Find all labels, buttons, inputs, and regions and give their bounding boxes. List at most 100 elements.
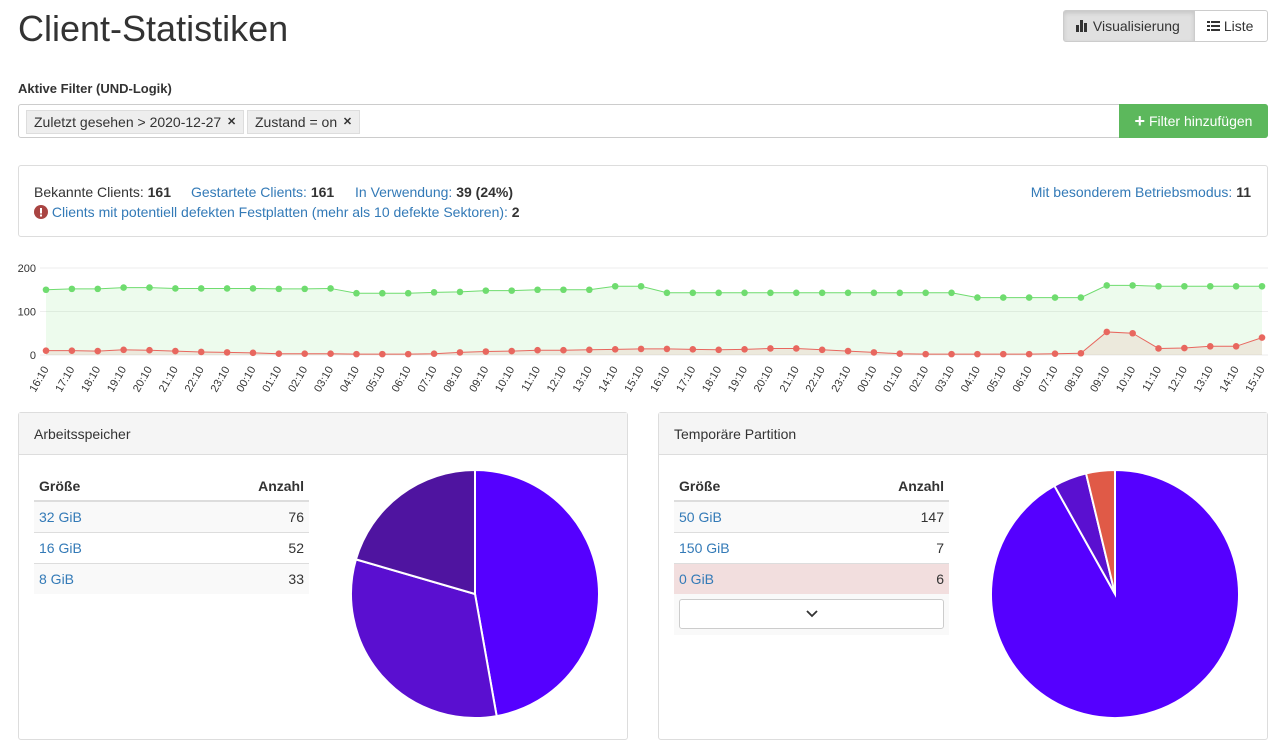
data-point [844, 347, 852, 355]
data-point [896, 350, 904, 357]
stat-link[interactable]: Clients mit potentiell defekten Festplat… [51, 204, 508, 220]
data-point [767, 289, 774, 297]
x-tick-label: 00:10 [234, 365, 258, 395]
data-point [586, 346, 593, 354]
stat-link[interactable]: In Verwendung: [355, 184, 453, 200]
data-point [792, 289, 800, 297]
data-point [120, 284, 127, 291]
size-link[interactable]: 0 GiB [679, 570, 715, 587]
x-tick-label: 16:10 [27, 365, 51, 395]
data-point [818, 289, 826, 297]
data-point [896, 289, 904, 297]
count: 7 [817, 531, 949, 563]
x-tick-label: 13:10 [571, 365, 595, 395]
stat-link[interactable]: Gestartete Clients: [191, 184, 307, 200]
button-label: Liste [1223, 18, 1254, 34]
x-tick-label: 15:10 [623, 365, 647, 395]
stat-link[interactable]: Mit besonderem Betriebsmodus: [1030, 184, 1233, 200]
x-tick-label: 19:10 [105, 365, 129, 395]
size-link[interactable]: 16 GiB [39, 539, 82, 556]
x-tick-label: 17:10 [53, 365, 77, 395]
x-tick-label: 03:10 [933, 365, 957, 395]
data-point [1181, 344, 1188, 352]
data-point [275, 350, 283, 357]
data-point [1025, 350, 1033, 358]
x-tick-label: 06:10 [1011, 365, 1035, 395]
expand-button[interactable] [679, 599, 944, 629]
data-point [482, 287, 490, 294]
data-point [120, 346, 127, 354]
data-point [922, 289, 929, 297]
x-tick-label: 17:10 [674, 365, 698, 395]
x-tick-label: 10:10 [1114, 365, 1138, 395]
x-tick-label: 08:10 [441, 365, 465, 395]
stat-value: 11 [1236, 184, 1251, 200]
data-point [301, 285, 309, 293]
data-point [586, 286, 593, 294]
x-tick-label: 20:10 [131, 365, 155, 395]
x-tick-label: 09:10 [1088, 365, 1112, 395]
series-area [46, 331, 1262, 355]
chip-remove[interactable]: ✕ [226, 116, 237, 128]
data-point [1181, 282, 1188, 290]
data-point [974, 350, 981, 358]
chip-remove[interactable]: ✕ [342, 116, 353, 128]
data-point [146, 346, 153, 354]
data-point [327, 285, 334, 292]
size-link[interactable]: 8 GiB [39, 570, 75, 587]
size-link[interactable]: 150 GiB [679, 539, 730, 556]
data-point [1232, 282, 1240, 290]
data-point [508, 287, 516, 294]
x-tick-label: 11:10 [519, 365, 543, 394]
x-tick-label: 06:10 [390, 365, 414, 395]
x-tick-label: 18:10 [79, 365, 103, 395]
x-tick-label: 14:10 [1218, 365, 1242, 395]
count: 52 [167, 531, 309, 563]
panel-title: Temporäre Partition [659, 413, 1267, 455]
panel-memory: Arbeitsspeicher Größe Anzahl 32 GiB 76 16 … [18, 412, 628, 740]
x-tick-label: 23:10 [829, 365, 853, 395]
data-point [353, 350, 360, 358]
data-point [637, 282, 645, 290]
filter-chip[interactable]: Zustand = on ✕ [247, 110, 361, 134]
x-tick-label: 07:10 [416, 365, 440, 395]
x-tick-label: 13:10 [1192, 365, 1216, 395]
count: 6 [817, 562, 949, 594]
data-point [1129, 329, 1136, 337]
x-tick-label: 21:10 [778, 365, 802, 395]
chevron [806, 610, 818, 618]
x-tick-label: 02:10 [907, 365, 931, 395]
data-point [94, 285, 102, 293]
data-point [482, 348, 490, 355]
filter-bar: Zuletzt gesehen > 2020-12-27 ✕ Zustand = … [18, 104, 1268, 138]
filter-chip[interactable]: Zuletzt gesehen > 2020-12-27 ✕ [26, 110, 245, 134]
data-point [223, 349, 231, 356]
size-link[interactable]: 50 GiB [679, 508, 722, 525]
pie-slice [474, 468, 600, 718]
data-point [197, 285, 205, 292]
data-point [1025, 294, 1033, 301]
x-tick-label: 22:10 [804, 365, 828, 395]
view-list-button[interactable]: Liste [1194, 10, 1268, 42]
data-point [1077, 349, 1085, 357]
data-point [948, 289, 955, 297]
x-tick-label: 05:10 [985, 365, 1009, 395]
filter-label: Aktive Filter (UND-Logik) [18, 81, 172, 96]
defect-stat: Clients mit potentiell defekten Festplat… [34, 204, 520, 220]
data-point [172, 285, 179, 292]
x-tick-label: 01:10 [881, 365, 905, 395]
data-point [1051, 350, 1059, 357]
x-tick-label: 03:10 [312, 365, 336, 395]
x-tick-label: 15:10 [1243, 365, 1267, 395]
add-filter-button[interactable]: + Filter hinzufügen [1119, 104, 1268, 138]
size-link[interactable]: 32 GiB [39, 508, 82, 525]
y-tick-label: 200 [18, 263, 36, 275]
data-point [172, 347, 179, 355]
chip-text: Zustand = on [255, 114, 338, 130]
data-point [404, 350, 412, 358]
data-point [1077, 294, 1085, 301]
x-tick-label: 04:10 [959, 365, 983, 395]
data-point [353, 289, 360, 297]
view-visual-button[interactable]: Visualisierung [1063, 10, 1195, 42]
